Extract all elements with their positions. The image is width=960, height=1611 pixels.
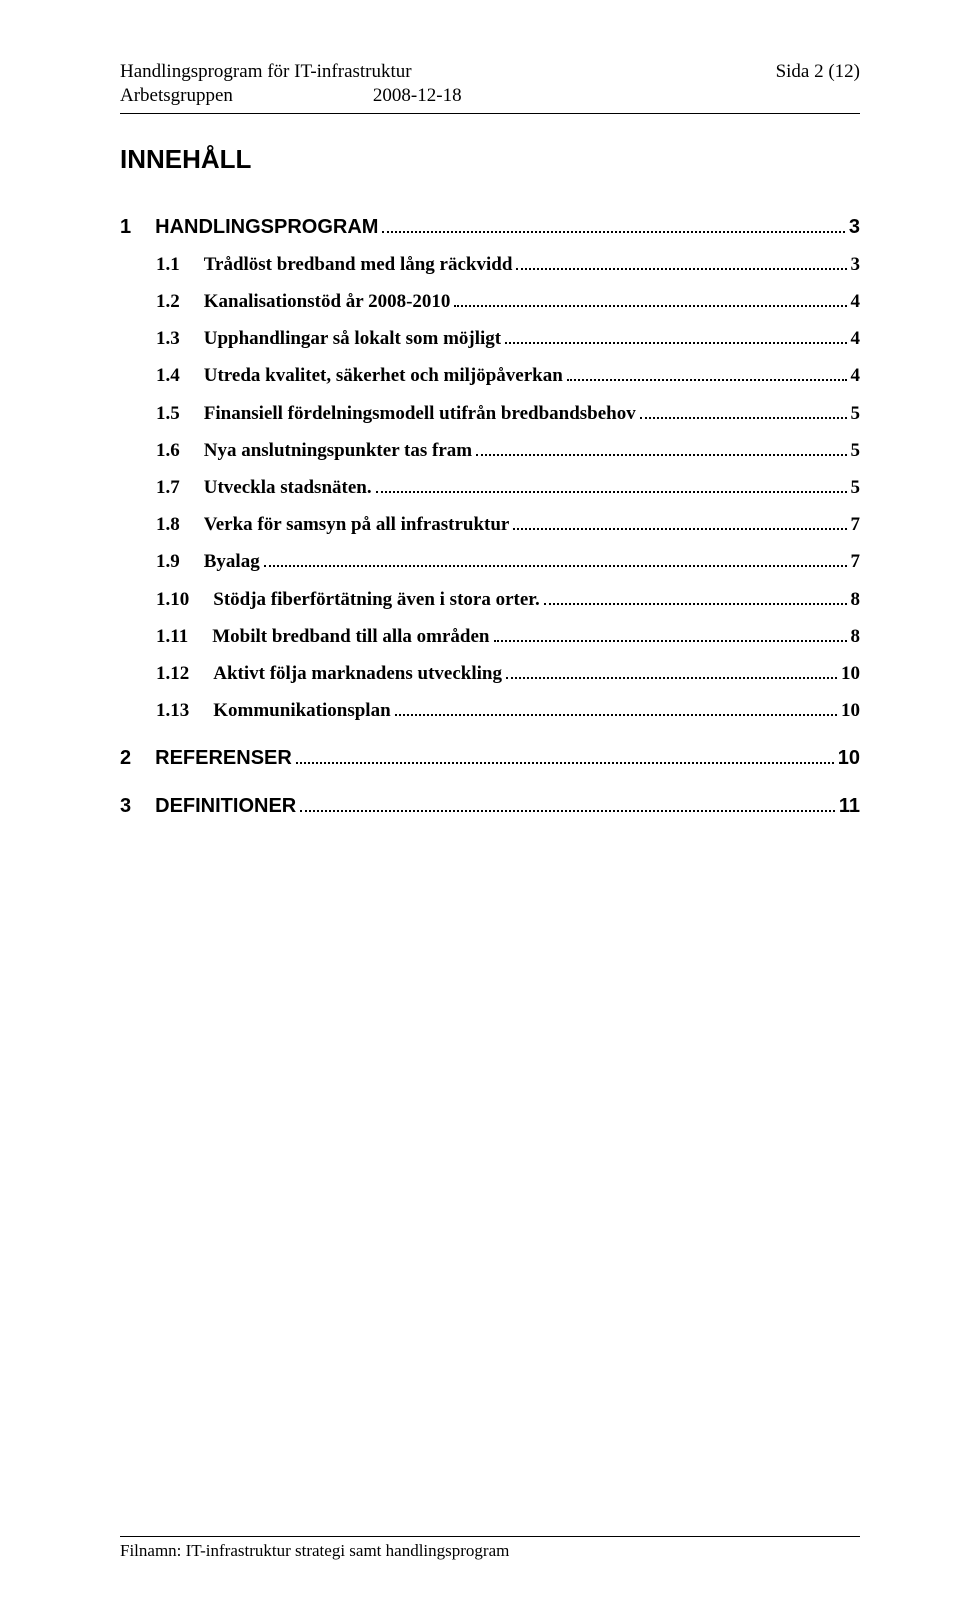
header-group: Arbetsgruppen — [120, 85, 233, 107]
footer-text: Filnamn: IT-infrastruktur strategi samt … — [120, 1541, 860, 1561]
toc-number: 1.2 — [156, 291, 180, 313]
toc-label: Nya anslutningspunkter tas fram — [204, 440, 472, 462]
table-of-contents: 1 HANDLINGSPROGRAM 3 1.1 Trådlöst bredband m… — [120, 215, 860, 818]
toc-entry: 2 REFERENSER 10 — [120, 746, 860, 770]
toc-entry: 1.3 Upphandlingar så lokalt som möjligt 4 — [120, 327, 860, 350]
page: Handlingsprogram för IT-infrastruktur Si… — [0, 0, 960, 1611]
toc-page: 8 — [851, 589, 861, 611]
toc-number: 1.3 — [156, 328, 180, 350]
toc-entry: 1.4 Utreda kvalitet, säkerhet och miljöpå… — [120, 364, 860, 387]
toc-entry: 1.5 Finansiell fördelningsmodell utifrån … — [120, 401, 860, 424]
toc-dots — [544, 587, 847, 604]
toc-page: 8 — [851, 626, 861, 648]
toc-dots — [300, 794, 835, 812]
toc-entry: 1.13 Kommunikationsplan 10 — [120, 699, 860, 722]
toc-page: 11 — [839, 795, 860, 818]
toc-page: 5 — [851, 477, 861, 499]
toc-number: 1.6 — [156, 440, 180, 462]
footer: Filnamn: IT-infrastruktur strategi samt … — [120, 1528, 860, 1561]
toc-page: 10 — [841, 663, 860, 685]
toc-entry: 1 HANDLINGSPROGRAM 3 — [120, 215, 860, 239]
toc-label: Verka för samsyn på all infrastruktur — [204, 514, 510, 536]
toc-entry: 1.10 Stödja fiberförtätning även i stora … — [120, 587, 860, 610]
toc-label: Finansiell fördelningsmodell utifrån bre… — [204, 403, 636, 425]
toc-dots — [516, 253, 846, 270]
toc-label: HANDLINGSPROGRAM — [155, 216, 378, 239]
toc-number: 1.8 — [156, 514, 180, 536]
toc-page: 3 — [849, 216, 860, 239]
toc-label: Upphandlingar så lokalt som möjligt — [204, 328, 501, 350]
toc-number: 1.9 — [156, 551, 180, 573]
toc-number: 1.11 — [156, 626, 188, 648]
toc-label: Mobilt bredband till alla områden — [212, 626, 489, 648]
toc-number: 1.1 — [156, 254, 180, 276]
toc-page: 4 — [851, 328, 861, 350]
header-title-left: Handlingsprogram för IT-infrastruktur — [120, 60, 412, 85]
toc-page: 7 — [851, 551, 861, 573]
header-title-right: Sida 2 (12) — [776, 60, 860, 85]
toc-label: REFERENSER — [155, 747, 292, 770]
toc-label: Utreda kvalitet, säkerhet och miljöpåver… — [204, 365, 563, 387]
toc-dots — [567, 364, 847, 381]
toc-page: 7 — [851, 514, 861, 536]
toc-number: 1.13 — [156, 700, 189, 722]
header-sub: Arbetsgruppen 2008-12-18 — [120, 85, 860, 107]
toc-page: 4 — [851, 365, 861, 387]
toc-label: Kanalisationstöd år 2008-2010 — [204, 291, 451, 313]
toc-dots — [506, 662, 837, 679]
toc-label: Aktivt följa marknadens utveckling — [213, 663, 502, 685]
toc-dots — [454, 290, 846, 307]
toc-number: 1.12 — [156, 663, 189, 685]
toc-number: 1 — [120, 216, 131, 239]
toc-dots — [640, 401, 847, 418]
toc-number: 2 — [120, 747, 131, 770]
toc-dots — [296, 746, 834, 764]
toc-label: DEFINITIONER — [155, 795, 296, 818]
header-date: 2008-12-18 — [373, 85, 462, 107]
header-divider — [120, 113, 860, 114]
toc-page: 4 — [851, 291, 861, 313]
toc-dots — [382, 215, 844, 233]
toc-dots — [505, 327, 846, 344]
toc-entry: 1.7 Utveckla stadsnäten. 5 — [120, 476, 860, 499]
toc-page: 3 — [851, 254, 861, 276]
toc-dots — [395, 699, 837, 716]
toc-number: 1.4 — [156, 365, 180, 387]
toc-number: 3 — [120, 795, 131, 818]
main-title: INNEHÅLL — [120, 144, 860, 175]
toc-entry: 1.6 Nya anslutningspunkter tas fram 5 — [120, 439, 860, 462]
header-row: Handlingsprogram för IT-infrastruktur Si… — [120, 60, 860, 85]
toc-label: Trådlöst bredband med lång räckvidd — [204, 254, 513, 276]
toc-page: 5 — [851, 440, 861, 462]
toc-page: 5 — [851, 403, 861, 425]
toc-number: 1.7 — [156, 477, 180, 499]
toc-entry: 1.12 Aktivt följa marknadens utveckling 10 — [120, 662, 860, 685]
toc-dots — [494, 625, 847, 642]
toc-entry: 1.1 Trådlöst bredband med lång räckvidd 3 — [120, 253, 860, 276]
toc-page: 10 — [841, 700, 860, 722]
toc-label: Utveckla stadsnäten. — [204, 477, 372, 499]
toc-entry: 1.2 Kanalisationstöd år 2008-2010 4 — [120, 290, 860, 313]
toc-label: Byalag — [204, 551, 260, 573]
toc-dots — [264, 550, 847, 567]
toc-dots — [376, 476, 847, 493]
toc-dots — [476, 439, 846, 456]
toc-label: Stödja fiberförtätning även i stora orte… — [213, 589, 539, 611]
toc-entry: 1.11 Mobilt bredband till alla områden 8 — [120, 625, 860, 648]
toc-entry: 1.9 Byalag 7 — [120, 550, 860, 573]
toc-number: 1.5 — [156, 403, 180, 425]
toc-label: Kommunikationsplan — [213, 700, 390, 722]
toc-entry: 1.8 Verka för samsyn på all infrastruktur… — [120, 513, 860, 536]
toc-page: 10 — [838, 747, 860, 770]
footer-divider — [120, 1536, 860, 1537]
toc-number: 1.10 — [156, 589, 189, 611]
toc-entry: 3 DEFINITIONER 11 — [120, 794, 860, 818]
toc-dots — [513, 513, 846, 530]
